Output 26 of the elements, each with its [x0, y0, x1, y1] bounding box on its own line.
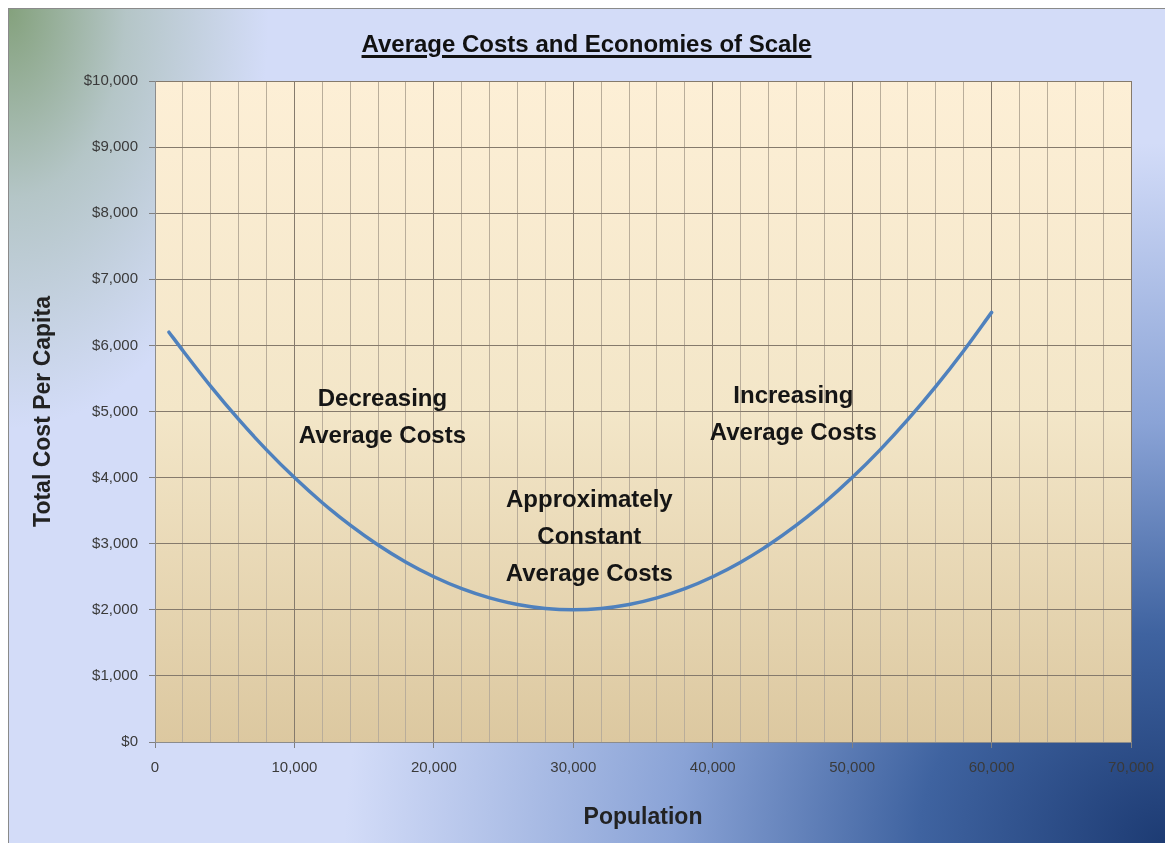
line-series — [167, 310, 994, 612]
annotation: Decreasing Average Costs — [298, 383, 467, 448]
annotation: Approximately Constant Average Costs — [505, 484, 674, 586]
x-tick-label: 20,000 — [410, 758, 457, 776]
x-tick-label: 0 — [150, 758, 160, 776]
x-tick-label: 30,000 — [550, 758, 597, 776]
y-axis-title: Total Cost Per Capita — [29, 295, 56, 527]
y-tick-label: $1,000 — [92, 666, 138, 684]
y-tick-label: $3,000 — [92, 533, 138, 551]
x-tick-label: 70,000 — [1108, 758, 1155, 776]
y-tick-label: $5,000 — [92, 401, 138, 419]
x-tick-label: 10,000 — [271, 758, 318, 776]
x-axis-title: Population — [583, 802, 703, 829]
x-tick-label: 50,000 — [829, 758, 876, 776]
y-tick-label: $10,000 — [83, 71, 138, 89]
y-tick-label: $2,000 — [92, 599, 138, 617]
y-tick-label: $7,000 — [92, 269, 138, 287]
x-tick-label: 60,000 — [968, 758, 1015, 776]
annotation: Increasing Average Costs — [709, 380, 877, 445]
y-tick-label: $6,000 — [92, 335, 138, 353]
y-tick-label: $4,000 — [92, 467, 138, 485]
y-tick-label: $8,000 — [92, 203, 138, 221]
chart-title: Average Costs and Economies of Scale — [361, 30, 812, 57]
y-tick-label: $9,000 — [92, 137, 138, 155]
x-tick-label: 40,000 — [689, 758, 736, 776]
y-tick-label: $0 — [121, 732, 138, 750]
